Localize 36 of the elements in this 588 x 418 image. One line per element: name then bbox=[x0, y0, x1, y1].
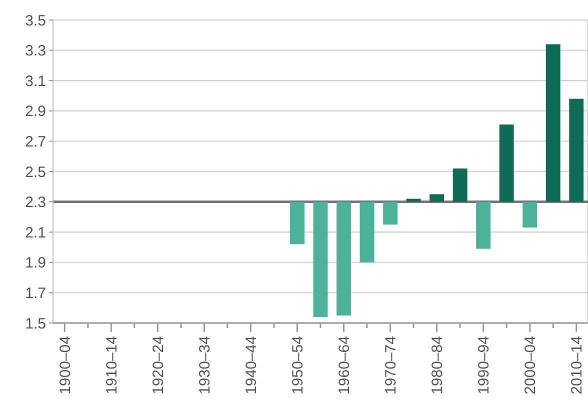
y-tick-label: 3.1 bbox=[25, 72, 46, 90]
x-tick-label: 1930–34 bbox=[196, 336, 214, 394]
bar bbox=[336, 202, 351, 316]
y-tick-label: 1.9 bbox=[25, 254, 46, 272]
bar bbox=[290, 202, 304, 244]
y-tick-label: 2.3 bbox=[25, 194, 46, 212]
x-tick-label: 1940–44 bbox=[242, 336, 260, 394]
x-tick-label: 1920–24 bbox=[150, 336, 167, 394]
bar bbox=[546, 44, 560, 202]
x-tick-label: 1950–54 bbox=[289, 336, 306, 394]
bar bbox=[499, 124, 514, 202]
bar bbox=[430, 194, 444, 202]
y-tick-label: 3.3 bbox=[25, 42, 46, 60]
y-tick-label: 2.7 bbox=[25, 133, 46, 150]
bar bbox=[476, 202, 491, 249]
x-tick-label: 2010–14 bbox=[568, 336, 586, 394]
x-tick-label: 1960–64 bbox=[336, 336, 354, 394]
y-tick-label: 2.5 bbox=[25, 164, 46, 181]
bar bbox=[360, 202, 374, 262]
x-tick-label: 1910–14 bbox=[103, 336, 120, 394]
bar bbox=[452, 168, 468, 202]
x-tick-label: 1980–84 bbox=[429, 336, 446, 394]
y-tick-label: 2.1 bbox=[25, 224, 46, 242]
bar bbox=[313, 202, 328, 317]
bar bbox=[383, 202, 398, 225]
bar bbox=[569, 98, 584, 202]
x-tick-label: 1900–04 bbox=[56, 336, 74, 394]
y-tick-label: 1.5 bbox=[25, 315, 46, 332]
y-tick-label: 3.5 bbox=[25, 12, 46, 30]
x-tick-label: 1990–94 bbox=[476, 336, 493, 394]
bar bbox=[522, 202, 538, 228]
x-tick-label: 2000–04 bbox=[522, 336, 540, 394]
bar bbox=[406, 198, 421, 202]
x-tick-label: 1970–74 bbox=[382, 336, 400, 394]
y-tick-label: 1.7 bbox=[25, 284, 46, 302]
y-tick-label: 2.9 bbox=[25, 103, 46, 120]
